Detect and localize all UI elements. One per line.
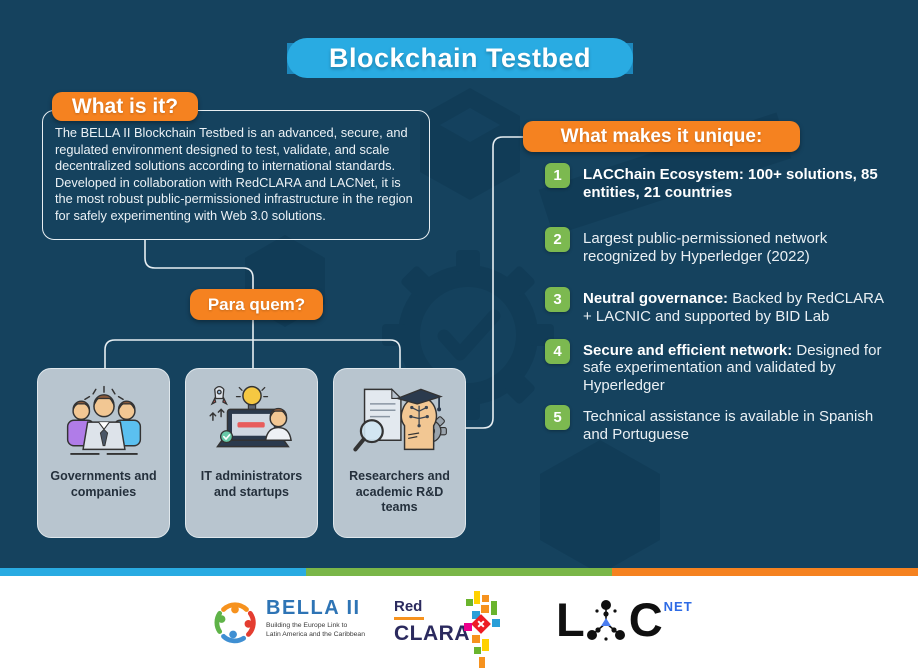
card-researchers-label: Researchers and academic R&D teams (349, 469, 450, 515)
redclara-word-clara: CLARA (394, 622, 470, 645)
card-governments-label: Governments and companies (50, 469, 157, 499)
number-badge: 5 (545, 405, 570, 431)
bella-wordmark: BELLA II (266, 597, 361, 619)
redclara-logo: Red CLARA (394, 591, 500, 668)
card-it-admins-label: IT administrators and startups (200, 469, 303, 499)
number-badge: 4 (545, 338, 570, 364)
unique-list: 1 LACChain Ecosystem: 100+ solutions, 85… (545, 163, 890, 444)
unique-label: What makes it unique: (560, 125, 763, 147)
list-item: 5 Technical assistance is available in S… (545, 405, 890, 443)
bella-tagline-line2: Latin America and the Caribbean (266, 630, 365, 638)
para-quem-badge: Para quem? (190, 289, 323, 320)
research-head-icon (350, 377, 450, 469)
number-badge: 3 (545, 287, 570, 313)
lacnet-logo: L C NET (556, 593, 693, 646)
description-text: The BELLA II Blockchain Testbed is an ad… (55, 125, 413, 223)
redclara-word-red: Red (394, 598, 423, 615)
what-is-it-label: What is it? (71, 94, 179, 118)
list-item: 4 Secure and efficient network: Designed… (545, 338, 890, 395)
bella-logo: BELLA II Building the Europe Link to Lat… (212, 598, 365, 644)
description-box: The BELLA II Blockchain Testbed is an ad… (42, 110, 430, 240)
lacnet-molecule-icon (586, 600, 625, 641)
lacnet-letter-c: C (628, 593, 663, 646)
page-title: Blockchain Testbed (328, 42, 592, 73)
lacnet-letter-l: L (556, 593, 585, 646)
list-item: 1 LACChain Ecosystem: 100+ solutions, 85… (545, 163, 890, 201)
bella-tagline-line1: Building the Europe Link to (266, 622, 348, 629)
lacnet-net-label: NET (663, 599, 693, 614)
redclara-mosaic-icon (464, 591, 500, 668)
laptop-lightbulb-icon (202, 377, 302, 469)
list-item: 2 Largest public-permissioned network re… (545, 227, 890, 265)
list-item: 3 Neutral governance: Backed by RedCLARA… (545, 287, 890, 325)
title-banner: Blockchain Testbed (287, 38, 633, 78)
what-is-it-badge: What is it? (52, 92, 198, 121)
redclara-underline (394, 617, 424, 620)
footer-divider (0, 568, 918, 576)
group-people-icon (54, 377, 154, 469)
unique-badge: What makes it unique: (523, 121, 800, 152)
divider-orange-segment (612, 568, 918, 576)
bella-circle-icon (214, 602, 256, 644)
card-researchers: Researchers and academic R&D teams (333, 368, 466, 538)
para-quem-label: Para quem? (207, 294, 306, 314)
number-badge: 1 (545, 163, 570, 188)
divider-green-segment (306, 568, 612, 576)
number-badge: 2 (545, 227, 570, 253)
footer (0, 576, 918, 669)
card-it-admins: IT administrators and startups (185, 368, 318, 538)
divider-cyan-segment (0, 568, 306, 576)
card-governments: Governments and companies (37, 368, 170, 538)
